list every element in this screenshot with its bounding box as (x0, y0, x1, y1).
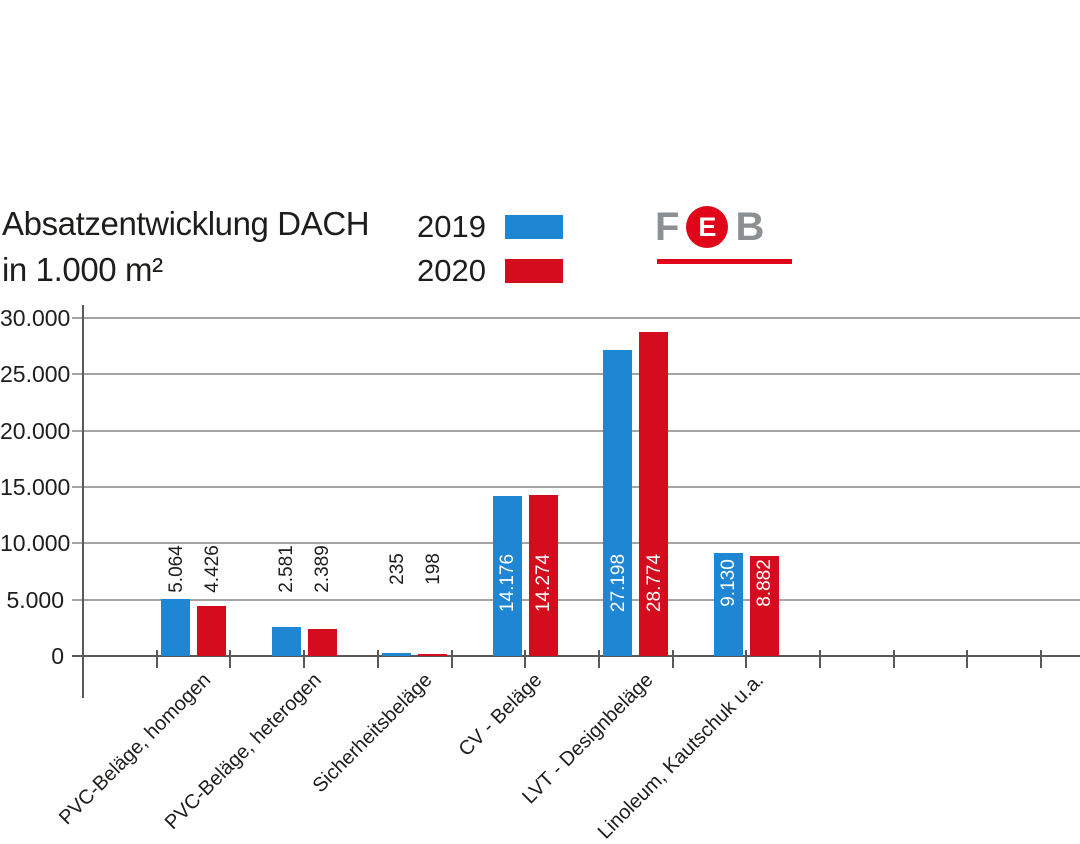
x-axis-tick (671, 650, 674, 668)
feb-logo: F E B (655, 203, 764, 251)
x-axis-tick (524, 650, 527, 668)
logo-underline (657, 259, 792, 264)
bar-2020 (307, 629, 337, 656)
bar-value-label: 198 (422, 553, 444, 585)
logo-letter-e: E (698, 211, 717, 242)
x-axis-tick (966, 650, 969, 668)
bar-value-label: 28.774 (643, 553, 665, 613)
bar-2020 (418, 654, 448, 656)
x-axis-tick (745, 650, 748, 668)
bar-2020 (749, 556, 779, 656)
y-axis-tick-label: 15.000 (0, 474, 71, 500)
y-axis-line (82, 305, 84, 698)
logo-circle-icon: E (686, 206, 729, 248)
y-gridline (72, 373, 1080, 376)
y-axis-tick-label: 5.000 (6, 586, 64, 613)
bar-2020 (528, 495, 558, 656)
bar-value-label: 2.389 (312, 545, 334, 593)
x-axis-tick (376, 650, 379, 668)
x-axis-tick (229, 650, 232, 668)
bar-2019 (492, 496, 522, 656)
category-label: CV - Beläge (454, 669, 547, 761)
y-gridline (72, 486, 1080, 488)
bar-value-label: 27.198 (607, 553, 629, 613)
x-axis-tick (155, 650, 158, 668)
y-gridline (72, 429, 1080, 432)
legend-label-2020: 2020 (417, 253, 486, 288)
y-axis-tick-label: 10.000 (0, 530, 71, 557)
x-axis-tick (892, 650, 895, 668)
chart-title-line2: in 1.000 m² (2, 251, 163, 288)
chart-title-line1: Absatzentwicklung DACH (2, 205, 370, 242)
bar-value-label: 235 (386, 553, 408, 585)
bar-2020 (639, 332, 669, 656)
logo-letter-f: F (655, 205, 680, 249)
bar-value-label: 14.274 (533, 553, 555, 613)
bar-2019 (382, 653, 412, 656)
x-axis-tick (819, 650, 821, 668)
x-axis-tick (450, 650, 453, 668)
y-axis-tick-label: 25.000 (0, 361, 71, 388)
y-axis-tick-label: 30.000 (0, 305, 71, 331)
x-axis-line (72, 655, 1080, 657)
bar-2020 (197, 606, 227, 656)
bar-2019 (271, 627, 301, 656)
legend-swatch-2020 (505, 259, 563, 283)
legend-item-2019: 2019 (417, 205, 563, 249)
bar-value-label: 14.176 (497, 553, 519, 613)
bar-value-label: 4.426 (201, 545, 223, 593)
bar-value-label: 9.130 (718, 559, 740, 607)
x-axis-tick (1040, 650, 1043, 668)
bar-value-label: 2.581 (276, 545, 298, 593)
bar-2019 (161, 599, 191, 656)
bar-2019 (713, 553, 743, 656)
bar-value-label: 8.882 (754, 559, 776, 607)
logo-letter-b: B (735, 205, 765, 249)
y-axis-tick-label: 20.000 (0, 417, 71, 444)
x-axis-tick (597, 650, 600, 668)
legend-swatch-2019 (505, 215, 563, 239)
y-gridline (72, 542, 1080, 545)
y-gridline (72, 317, 1080, 319)
legend-label-2019: 2019 (417, 209, 486, 244)
chart-title: Absatzentwicklung DACH in 1.000 m² (2, 201, 370, 293)
y-axis-tick-label: 0 (51, 643, 64, 669)
bar-2019 (603, 350, 633, 656)
category-label: Sicherheitsbeläge (308, 669, 437, 797)
legend-item-2020: 2020 (417, 249, 563, 293)
legend: 2019 2020 (417, 205, 563, 293)
bar-value-label: 5.064 (165, 545, 187, 593)
y-gridline (72, 598, 1080, 601)
x-axis-tick (303, 650, 306, 668)
